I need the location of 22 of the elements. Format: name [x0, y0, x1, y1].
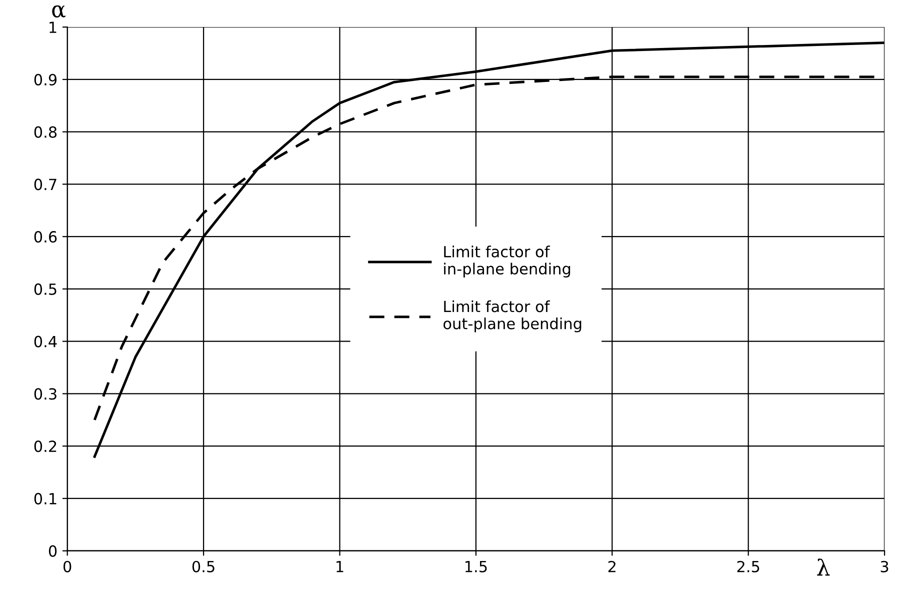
x-axis-title: λ [817, 558, 830, 576]
y-tick-label: 1 [50, 22, 56, 33]
y-tick-label: 0.4 [34, 336, 57, 348]
y-axis-title: α [52, 5, 66, 18]
x-tick-label: 2 [608, 560, 616, 572]
y-tick-label: 0.2 [34, 440, 56, 452]
y-tick-label: 0.1 [34, 492, 56, 504]
x-tick-label: 0 [63, 560, 72, 572]
x-tick-label: 3 [880, 560, 888, 572]
x-tick-label: 1 [336, 561, 344, 572]
y-tick-label: 0.3 [34, 388, 56, 400]
legend-label: Limit factor of out-plane bending [444, 300, 582, 332]
y-tick-label: 0.7 [34, 178, 56, 190]
y-tick-label: 0.8 [34, 126, 57, 138]
y-tick-label: 0.6 [34, 231, 57, 243]
x-tick-label: 1.5 [465, 561, 487, 572]
y-tick-label: 0 [48, 545, 57, 557]
x-tick-label: 2.5 [737, 560, 760, 572]
legend-label: Limit factor of in-plane bending [444, 246, 570, 278]
y-tick-label: 0.9 [34, 74, 57, 86]
y-tick-label: 0.5 [34, 283, 56, 295]
x-tick-label: 0.5 [192, 560, 214, 572]
